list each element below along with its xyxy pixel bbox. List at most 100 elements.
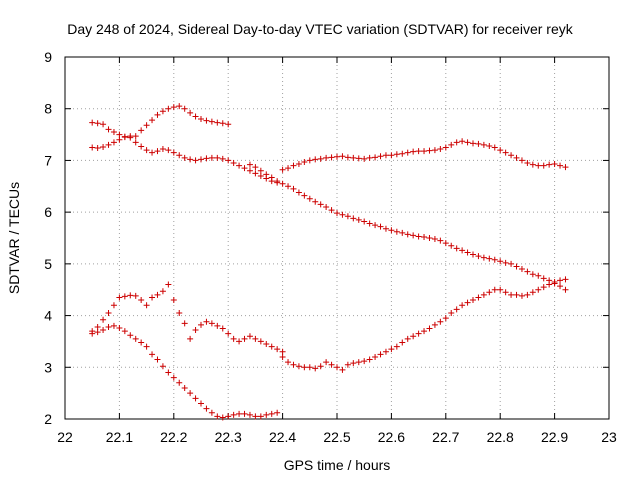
- data-point: [306, 157, 313, 164]
- data-point: [219, 120, 226, 127]
- data-point: [268, 343, 275, 350]
- data-point: [176, 309, 183, 316]
- data-point: [285, 183, 292, 190]
- data-point: [328, 361, 335, 368]
- data-point: [344, 213, 351, 220]
- data-point: [246, 333, 253, 340]
- data-point: [285, 359, 292, 366]
- data-point: [110, 302, 117, 309]
- data-point: [89, 144, 96, 151]
- x-tick-label: 22.5: [323, 429, 350, 445]
- x-tick-label: 22.3: [215, 429, 242, 445]
- y-tick-label: 9: [44, 49, 52, 65]
- x-tick-label: 22.9: [541, 429, 568, 445]
- data-point: [475, 294, 482, 301]
- y-tick-label: 6: [44, 204, 52, 220]
- data-point: [557, 283, 564, 290]
- data-point: [491, 286, 498, 293]
- data-point: [181, 320, 188, 327]
- data-point: [159, 288, 166, 295]
- data-point: [508, 260, 515, 267]
- y-tick-label: 3: [44, 359, 52, 375]
- data-point: [421, 233, 428, 240]
- data-point: [404, 231, 411, 238]
- data-point: [208, 409, 215, 416]
- data-point: [279, 348, 286, 355]
- data-point: [562, 286, 569, 293]
- data-point: [110, 322, 117, 329]
- data-point: [431, 147, 438, 154]
- data-point: [290, 162, 297, 169]
- data-point: [268, 174, 275, 181]
- data-point: [214, 413, 221, 420]
- data-point: [105, 141, 112, 148]
- data-point: [187, 156, 194, 163]
- data-point: [524, 160, 531, 167]
- data-point: [165, 105, 172, 112]
- data-point: [230, 335, 237, 342]
- data-point: [410, 232, 417, 239]
- data-point: [105, 323, 112, 330]
- data-point: [246, 167, 253, 174]
- data-point: [410, 333, 417, 340]
- data-point: [170, 149, 177, 156]
- data-point: [535, 162, 542, 169]
- data-point: [529, 289, 536, 296]
- data-point: [372, 154, 379, 161]
- data-point: [557, 162, 564, 169]
- data-point: [219, 155, 226, 162]
- data-point: [94, 145, 101, 152]
- data-point: [557, 277, 564, 284]
- data-point: [431, 236, 438, 243]
- data-point: [546, 161, 553, 168]
- data-point: [366, 356, 373, 363]
- data-point: [355, 359, 362, 366]
- data-point: [350, 154, 357, 161]
- data-point: [154, 111, 161, 118]
- data-point: [165, 281, 172, 288]
- data-point: [323, 359, 330, 366]
- data-point: [236, 410, 243, 417]
- data-point: [285, 165, 292, 172]
- data-point: [334, 210, 340, 217]
- data-point: [448, 242, 455, 249]
- data-point: [279, 166, 286, 173]
- data-point: [442, 315, 449, 322]
- data-point: [295, 189, 302, 196]
- data-point: [350, 360, 357, 367]
- data-point: [138, 339, 145, 346]
- data-point: [116, 136, 123, 143]
- data-point: [508, 291, 515, 298]
- data-point: [518, 157, 525, 164]
- data-point: [301, 158, 308, 165]
- data-point: [176, 379, 183, 386]
- data-point: [497, 258, 504, 265]
- data-point: [246, 411, 253, 418]
- data-point: [535, 272, 542, 279]
- data-point: [116, 294, 123, 301]
- data-point: [290, 185, 297, 192]
- data-point: [323, 203, 330, 210]
- data-point: [317, 201, 324, 208]
- data-point: [268, 410, 275, 417]
- data-point: [529, 271, 536, 278]
- data-point: [252, 335, 259, 342]
- data-point: [421, 328, 428, 335]
- data-point: [94, 120, 101, 127]
- data-point: [154, 148, 161, 155]
- data-point: [426, 235, 433, 241]
- data-point: [257, 167, 264, 174]
- data-point: [426, 325, 433, 332]
- data-point: [154, 291, 161, 298]
- data-point: [187, 390, 194, 397]
- data-point: [393, 151, 400, 158]
- data-point: [497, 147, 504, 154]
- data-point: [524, 291, 531, 298]
- data-point: [208, 320, 215, 327]
- data-point: [127, 332, 134, 339]
- data-point: [415, 233, 422, 240]
- data-point: [192, 395, 199, 402]
- data-point: [181, 384, 188, 391]
- data-point: [187, 335, 194, 342]
